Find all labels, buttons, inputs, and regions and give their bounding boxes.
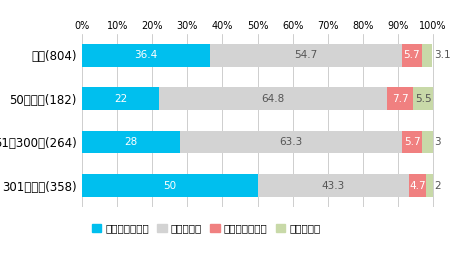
Bar — [82, 131, 181, 153]
Bar — [402, 131, 422, 153]
Bar — [82, 88, 159, 110]
Text: 5.5: 5.5 — [415, 94, 431, 104]
Bar — [210, 44, 402, 67]
Bar — [426, 174, 433, 197]
Text: 64.8: 64.8 — [261, 94, 285, 104]
Bar — [181, 131, 402, 153]
Text: 3.1: 3.1 — [434, 50, 451, 60]
Bar — [257, 174, 409, 197]
Text: 4.7: 4.7 — [409, 181, 426, 191]
Text: 22: 22 — [114, 94, 128, 104]
Bar — [421, 44, 432, 67]
Text: 5.7: 5.7 — [403, 50, 420, 60]
Text: 36.4: 36.4 — [134, 50, 158, 60]
Text: 5.7: 5.7 — [404, 137, 420, 147]
Bar — [82, 44, 210, 67]
Text: 63.3: 63.3 — [280, 137, 303, 147]
Bar — [159, 88, 387, 110]
Text: 2: 2 — [435, 181, 441, 191]
Text: 43.3: 43.3 — [322, 181, 345, 191]
Bar — [402, 44, 421, 67]
Bar — [414, 88, 433, 110]
Bar — [82, 174, 257, 197]
Text: 7.7: 7.7 — [392, 94, 408, 104]
Legend: 積極的になった, 変わらない, 消極的になった, 分からない: 積極的になった, 変わらない, 消極的になった, 分からない — [87, 219, 325, 238]
Text: 54.7: 54.7 — [294, 50, 317, 60]
Text: 50: 50 — [163, 181, 176, 191]
Text: 28: 28 — [125, 137, 138, 147]
Text: 3: 3 — [435, 137, 441, 147]
Bar — [409, 174, 426, 197]
Bar — [422, 131, 433, 153]
Bar — [387, 88, 414, 110]
